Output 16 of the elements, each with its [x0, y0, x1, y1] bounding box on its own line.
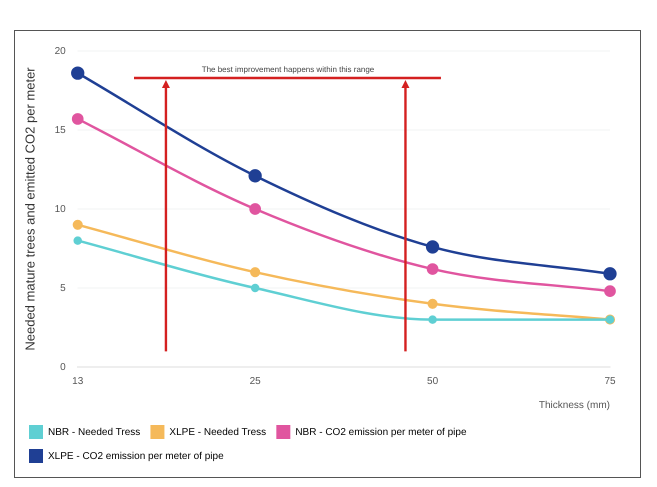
x-tick-label: 75 — [604, 376, 616, 387]
annotation: The best improvement happens within this range — [202, 65, 375, 74]
x-axis-title: Thickness (mm) — [538, 400, 610, 411]
x-tick-label: 25 — [250, 376, 262, 387]
legend-label: NBR - CO2 emission per meter of pipe — [295, 426, 467, 438]
y-tick-label: 0 — [60, 362, 66, 373]
legend-label: XLPE - CO2 emission per meter of pipe — [48, 450, 224, 462]
legend-label: NBR - Needed Tress — [48, 426, 140, 438]
legend-label: XLPE - Needed Tress — [169, 426, 266, 438]
y-tick-label: 10 — [54, 204, 66, 215]
x-tick-label: 50 — [427, 376, 439, 387]
x-tick-label: 13 — [72, 376, 84, 387]
y-tick-label: 20 — [54, 46, 66, 57]
y-tick-label: 5 — [60, 282, 66, 294]
y-axis-title: Needed mature trees and emitted CO2 per meter — [22, 66, 38, 351]
y-tick-label: 15 — [54, 124, 66, 136]
